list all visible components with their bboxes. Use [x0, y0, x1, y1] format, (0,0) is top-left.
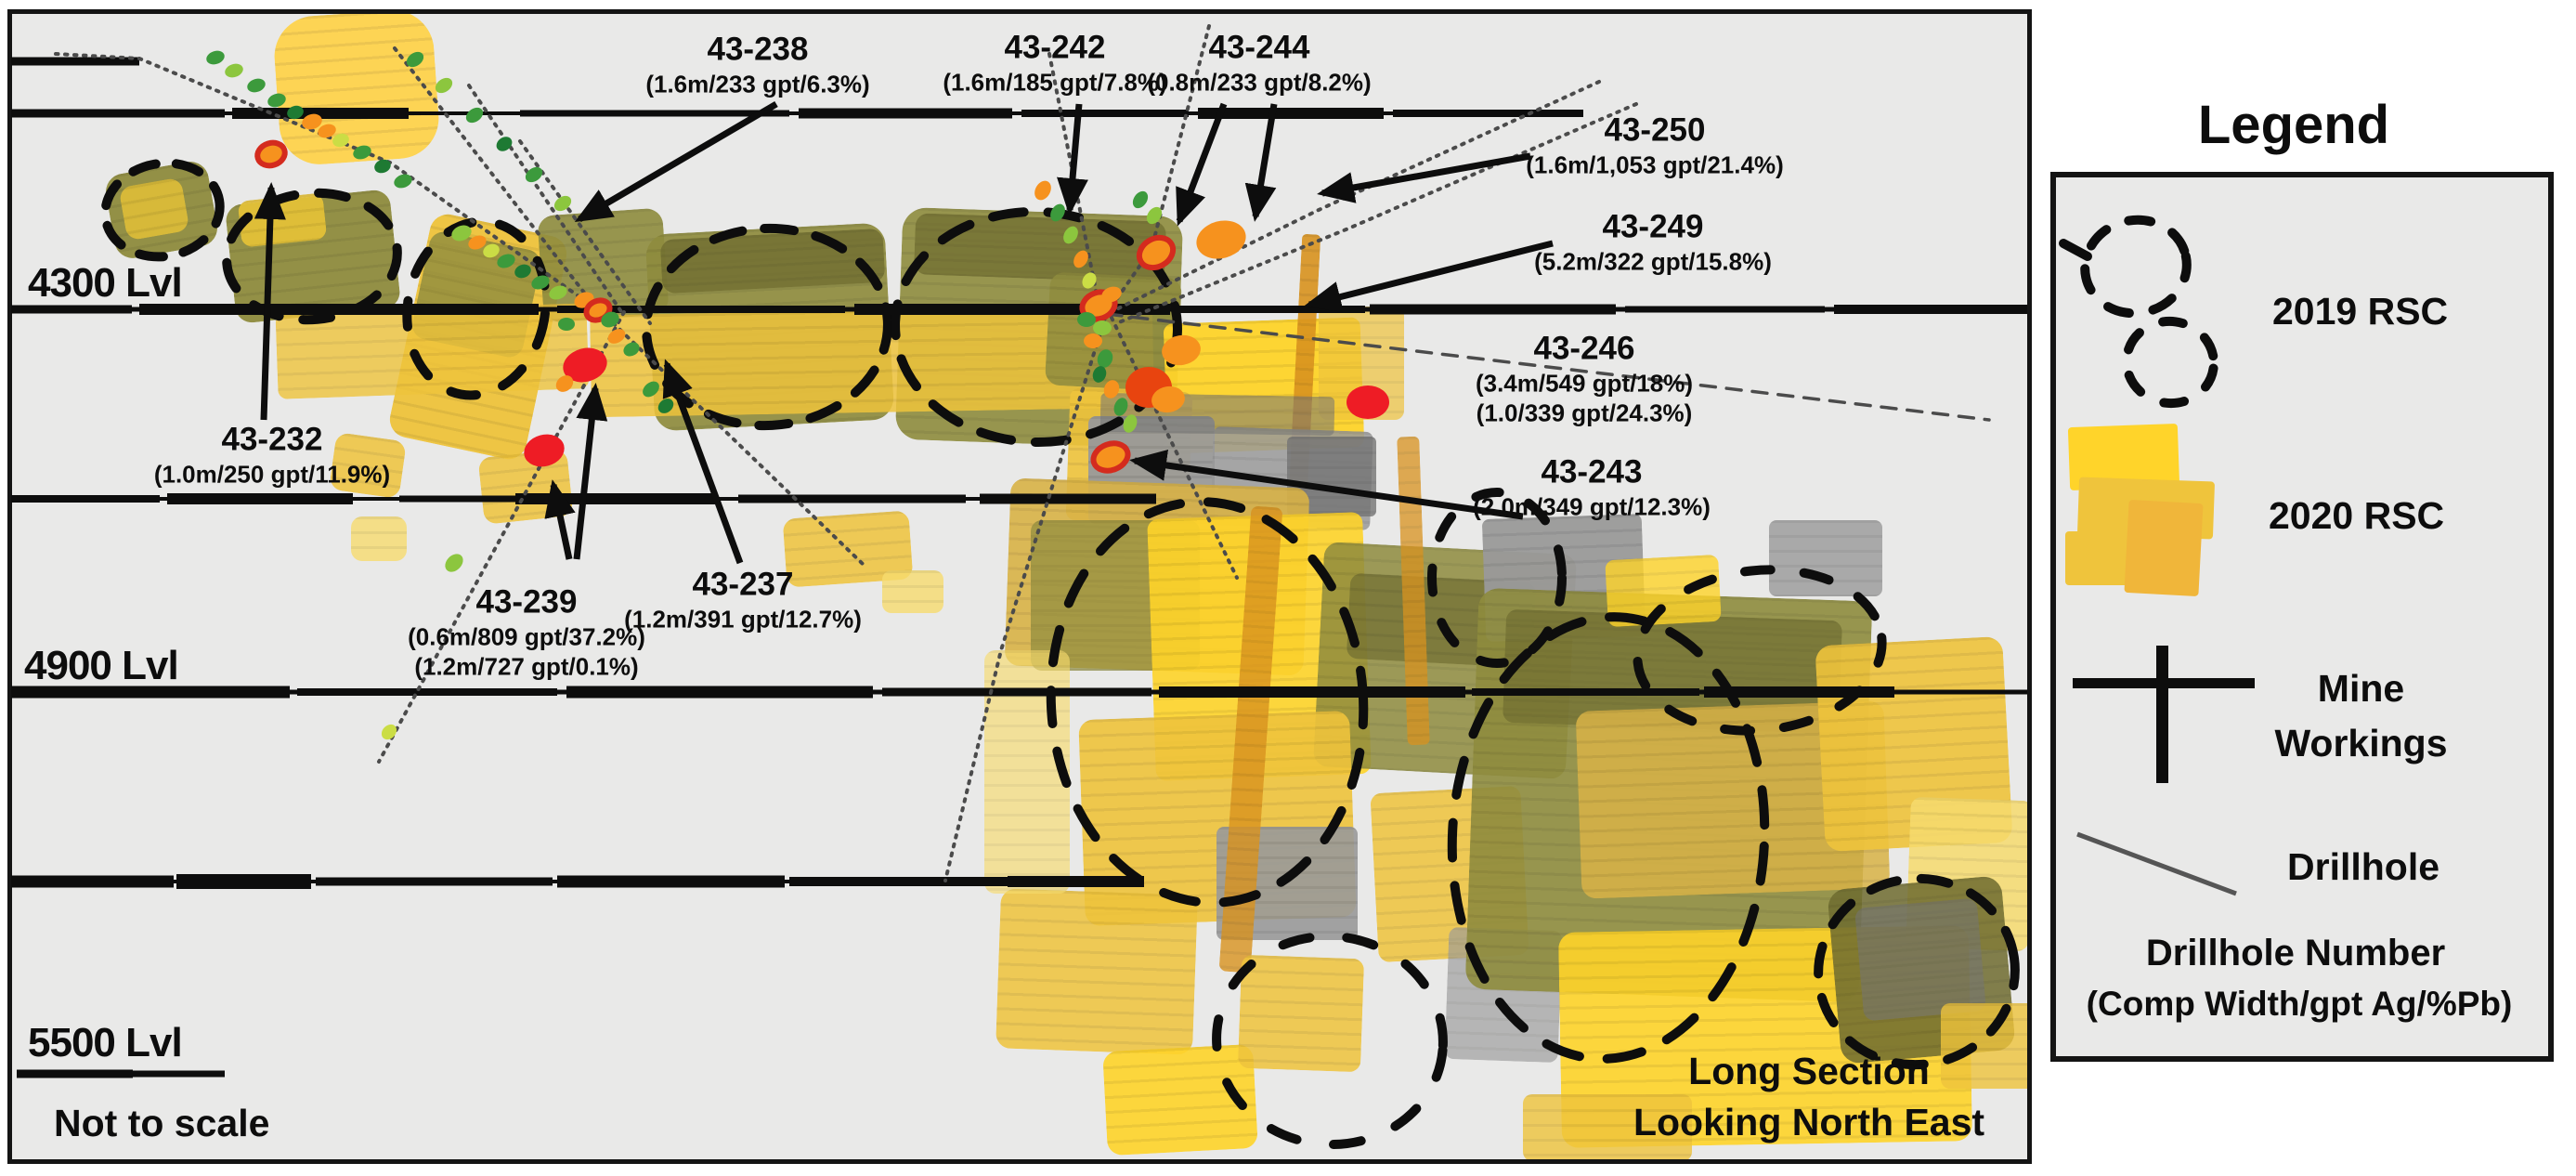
- mineralization-blobs-layer: [12, 14, 2027, 1159]
- drillhole-number: 43-243: [1541, 453, 1643, 490]
- drillhole-assay-value: (1.0m/250 gpt/11.9%): [153, 460, 391, 489]
- drillhole-assay-value: (1.6m/233 gpt/6.3%): [645, 70, 870, 98]
- drillhole-assay-value: (2.0m/349 gpt/12.3%): [1473, 492, 1711, 521]
- drillhole-annotation: 43-250 (1.6m/1,053 gpt/21.4%): [1526, 112, 1783, 180]
- drillhole-assay-value: (1.6m/185 gpt/7.8%): [943, 68, 1167, 97]
- level-label-4900: 4900 Lvl: [24, 643, 179, 688]
- drillhole-annotation: 43-246 (3.4m/549 gpt/18%) (1.0/339 gpt/24.…: [1476, 330, 1693, 427]
- rsc-blob: [1044, 271, 1183, 392]
- legend-label-drillhole: Drillhole: [2287, 845, 2440, 888]
- not-to-scale-note: Not to scale: [54, 1102, 270, 1144]
- rsc-blob: [237, 192, 328, 248]
- drillhole-assay-value: (1.0/339 gpt/24.3%): [1476, 399, 1693, 427]
- rsc-blob: [1769, 520, 1882, 596]
- rsc-blob: [1102, 1043, 1258, 1156]
- rsc-blob: [1237, 954, 1365, 1073]
- legend-footer-subtitle: (Comp Width/gpt Ag/%Pb): [2086, 985, 2513, 1023]
- rsc-blob: [271, 14, 442, 167]
- rsc-blob: [351, 516, 407, 561]
- legend-title: Legend: [2197, 95, 2390, 155]
- drillhole-assay-value: (0.6m/809 gpt/37.2%): [408, 622, 645, 651]
- drillhole-annotation: 43-237 (1.2m/391 gpt/12.7%): [624, 567, 862, 634]
- drillhole-number: 43-244: [1208, 29, 1310, 66]
- view-caption-line2: Looking North East: [1633, 1101, 1985, 1144]
- drillhole-number: 43-249: [1602, 208, 1704, 245]
- drillhole-annotation: 43-244 (0.8m/233 gpt/8.2%): [1147, 30, 1371, 98]
- view-caption: Long Section Looking North East: [1633, 1046, 1984, 1149]
- drillhole-number: 43-232: [221, 421, 323, 458]
- rsc-blob: [477, 449, 574, 525]
- drillhole-number: 43-238: [707, 31, 809, 68]
- rsc-blob: [995, 888, 1198, 1055]
- view-caption-line1: Long Section: [1688, 1050, 1930, 1092]
- level-label-4300: 4300 Lvl: [28, 260, 183, 306]
- legend-label-2020-rsc: 2020 RSC: [2269, 494, 2445, 537]
- rsc-blob: [118, 176, 190, 242]
- drillhole-number: 43-246: [1533, 330, 1635, 367]
- legend-label-mine-workings: Mine Workings: [2274, 667, 2448, 765]
- drillhole-annotation: 43-232 (1.0m/250 gpt/11.9%): [154, 422, 390, 490]
- rsc-blob: [984, 650, 1070, 894]
- drillhole-annotation: 43-238 (1.6m/233 gpt/6.3%): [645, 32, 869, 99]
- long-section-panel: [7, 9, 2032, 1164]
- drillhole-assay-value: (0.8m/233 gpt/8.2%): [1147, 68, 1372, 97]
- rsc-blob: [1605, 554, 1722, 628]
- rsc-blob: [913, 213, 1167, 283]
- drillhole-assay-value: (5.2m/322 gpt/15.8%): [1534, 247, 1772, 276]
- drillhole-number: 43-242: [1004, 29, 1106, 66]
- drillhole-number: 43-239: [475, 583, 578, 621]
- drillhole-number: 43-237: [692, 566, 794, 603]
- drillhole-assay-value: (1.2m/391 gpt/12.7%): [624, 605, 862, 634]
- drillhole-annotation: 43-249 (5.2m/322 gpt/15.8%): [1534, 209, 1772, 277]
- drillhole-assay-value: (1.6m/1,053 gpt/21.4%): [1526, 150, 1784, 179]
- rsc-blob: [882, 570, 943, 613]
- drillhole-number: 43-250: [1604, 111, 1706, 149]
- drillhole-annotation: 43-242 (1.6m/185 gpt/7.8%): [943, 30, 1166, 98]
- rsc-blob: [1099, 392, 1335, 437]
- legend-footer-title: Drillhole Number: [2145, 933, 2446, 973]
- drillhole-assay-value: (1.2m/727 gpt/0.1%): [414, 652, 639, 681]
- level-label-5500: 5500 Lvl: [28, 1020, 183, 1065]
- rsc-blob: [1523, 1094, 1692, 1159]
- drillhole-annotation: 43-239 (0.6m/809 gpt/37.2%) (1.2m/727 gpt/…: [408, 583, 645, 681]
- drillhole-assay-value: (3.4m/549 gpt/18%): [1475, 369, 1694, 398]
- legend-label-2019-rsc: 2019 RSC: [2272, 290, 2449, 333]
- rsc-blob: [275, 303, 590, 399]
- drillhole-annotation: 43-243 (2.0m/349 gpt/12.3%): [1473, 454, 1711, 522]
